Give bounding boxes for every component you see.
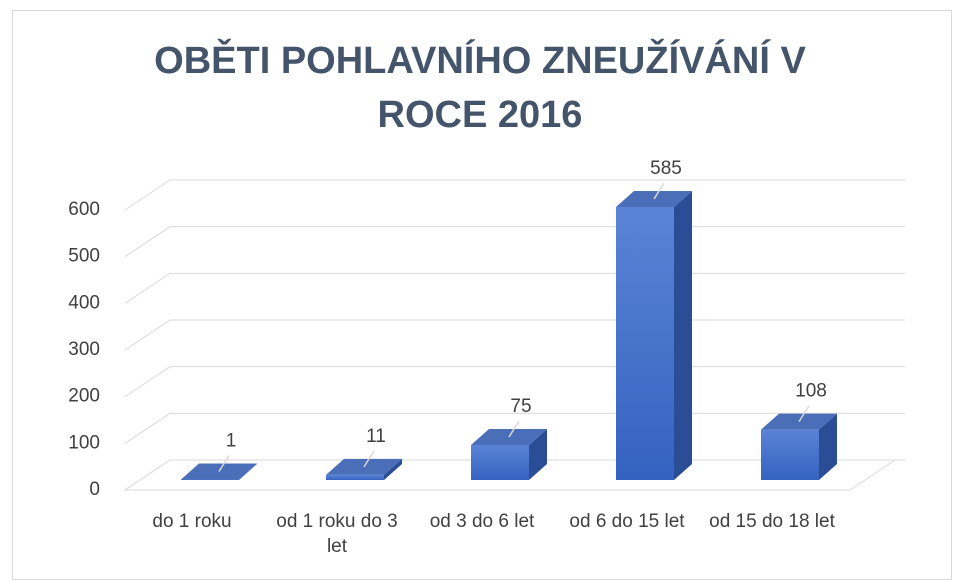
y-tick-label: 100 [68,432,100,453]
y-tick-label: 400 [68,292,100,313]
bar-side [529,429,547,480]
value-label: 585 [650,158,682,179]
value-label: 108 [795,381,827,402]
bar-front [471,445,529,480]
grid-line [124,366,905,398]
bar-front [761,429,819,480]
x-tick-label: od 15 do 18 let [709,511,835,532]
y-tick-label: 600 [68,199,100,220]
grid-line [124,226,905,258]
value-label: 1 [226,431,237,452]
bar-side [819,413,837,480]
y-tick-label: 300 [68,339,100,360]
x-tick-label: do 1 roku [152,511,232,532]
grid-line [124,179,905,211]
leader-line [653,182,665,200]
bar-front [326,474,384,480]
bar [326,458,402,480]
value-label: 75 [510,396,531,417]
leader-line [798,405,810,422]
grid-line [124,319,905,351]
bar [181,463,257,480]
leader-line [363,450,375,468]
chart-title: OBĚTI POHLAVNÍHO ZNEUŽÍVÁNÍ V ROCE 2016 [154,40,806,136]
chart-frame [12,10,952,580]
x-tick-label: od 6 do 15 let [569,511,685,532]
leader-line [508,420,520,438]
x-tick-label: od 1 roku do 3 let [276,511,398,557]
grid-line [124,272,905,304]
value-label: 11 [366,426,386,447]
bar-side [674,191,692,480]
y-tick-label: 0 [89,479,100,500]
y-tick-label: 500 [68,246,100,267]
bar [761,413,837,480]
bar-side [384,458,402,480]
bar [616,191,692,480]
y-tick-label: 200 [68,386,100,407]
bar-front [616,207,674,480]
bar-side [239,463,257,480]
x-tick-label: od 3 do 6 let [429,511,535,532]
leader-line [218,455,230,472]
